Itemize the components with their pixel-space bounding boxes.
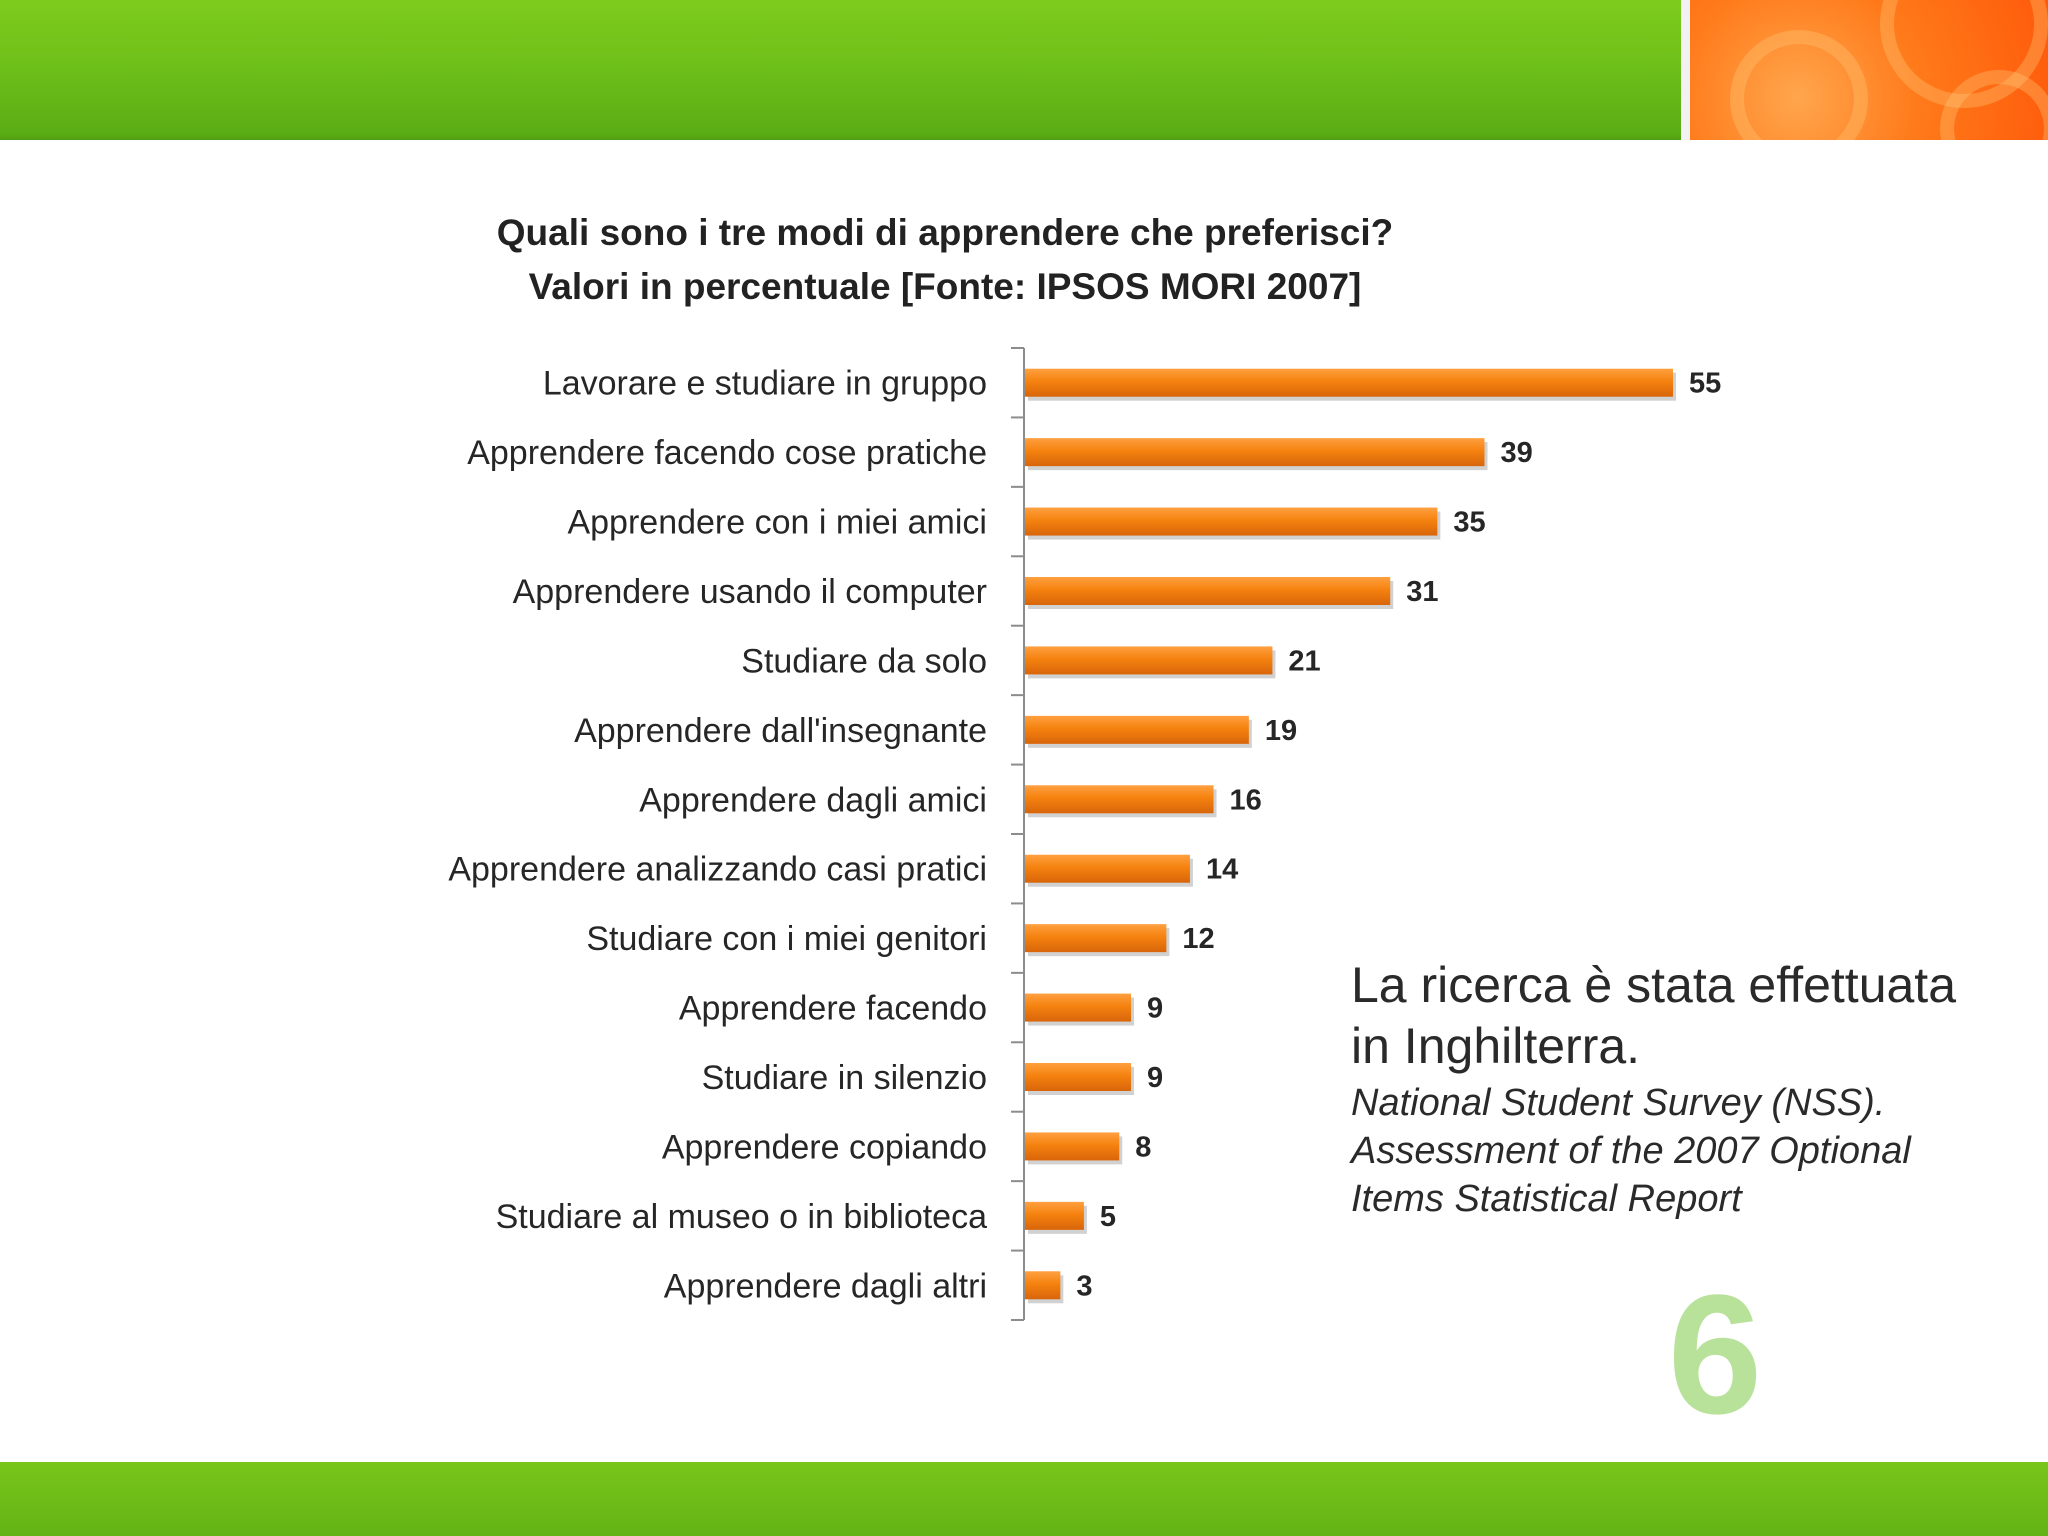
category-label: Lavorare e studiare in gruppo [543,365,987,403]
category-label: Apprendere dagli altri [664,1267,987,1305]
bar [1025,577,1391,605]
value-label: 55 [1689,368,1721,400]
value-label: 3 [1076,1270,1092,1302]
category-label: Studiare da solo [741,642,987,680]
note-source: National Student Survey (NSS). Assessmen… [1351,1079,2031,1223]
chart-title-line1: Quali sono i tre modi di apprendere che … [496,212,1394,253]
bar [1025,1201,1084,1230]
value-label: 8 [1135,1131,1151,1163]
category-label: Apprendere con i miei amici [567,504,987,542]
header-green-band [0,0,1681,140]
header-divider [1681,0,1690,140]
note-source-line1: National Student Survey (NSS). [1351,1082,1886,1124]
bar [1025,1271,1061,1300]
category-label: Studiare al museo o in biblioteca [496,1198,987,1236]
value-label: 12 [1182,923,1214,955]
chart-category-labels: Lavorare e studiare in gruppo Apprendere … [448,365,987,1306]
bar [1025,1132,1120,1161]
bar [1025,715,1249,744]
bar [1025,854,1190,883]
category-label: Apprendere copiando [662,1128,987,1166]
category-label: Apprendere dall'insegnante [574,712,987,750]
category-label: Apprendere facendo cose pratiche [467,434,987,472]
bar [1025,368,1673,397]
footer-green-band [0,1462,2048,1536]
category-label: Apprendere facendo [679,990,987,1028]
bar [1025,507,1438,536]
chart-title: Quali sono i tre modi di apprendere che … [340,206,1550,314]
note-main-line1: La ricerca è stata effettuata [1351,957,1957,1013]
header-orange-decoration [1690,0,2048,140]
value-label: 16 [1230,784,1262,816]
category-label: Studiare con i miei genitori [586,920,987,958]
bar [1025,924,1167,953]
bar [1025,438,1485,467]
bar [1025,646,1273,675]
chart-title-line2: Valori in percentuale [Fonte: IPSOS MORI… [528,266,1362,307]
value-label: 21 [1288,645,1320,677]
value-label: 9 [1147,993,1163,1025]
bar [1025,993,1132,1022]
bar [1025,785,1214,814]
value-label: 31 [1406,576,1438,608]
chart-bars [1025,368,1676,1304]
research-note: La ricerca è stata effettuata in Inghilt… [1351,955,2031,1223]
category-label: Studiare in silenzio [702,1059,987,1097]
category-label: Apprendere usando il computer [513,573,987,611]
category-label: Apprendere analizzando casi pratici [448,851,987,889]
note-source-line2: Assessment of the 2007 Optional [1351,1130,1911,1172]
bar [1025,1063,1132,1091]
chart-axis [1011,347,1025,1321]
value-label: 5 [1100,1201,1116,1233]
value-label: 35 [1453,507,1485,539]
value-label: 14 [1206,854,1238,886]
note-main-line2: in Inghilterra. [1351,1018,1641,1074]
category-label: Apprendere dagli amici [639,781,987,819]
chart-value-labels: 55 39 35 31 21 19 16 14 12 9 9 8 5 3 [1076,368,1721,1303]
note-source-line3: Items Statistical Report [1351,1178,1742,1220]
page-number: 6 [1667,1260,1763,1450]
value-label: 19 [1265,715,1297,747]
value-label: 9 [1147,1062,1163,1094]
value-label: 39 [1500,437,1532,469]
